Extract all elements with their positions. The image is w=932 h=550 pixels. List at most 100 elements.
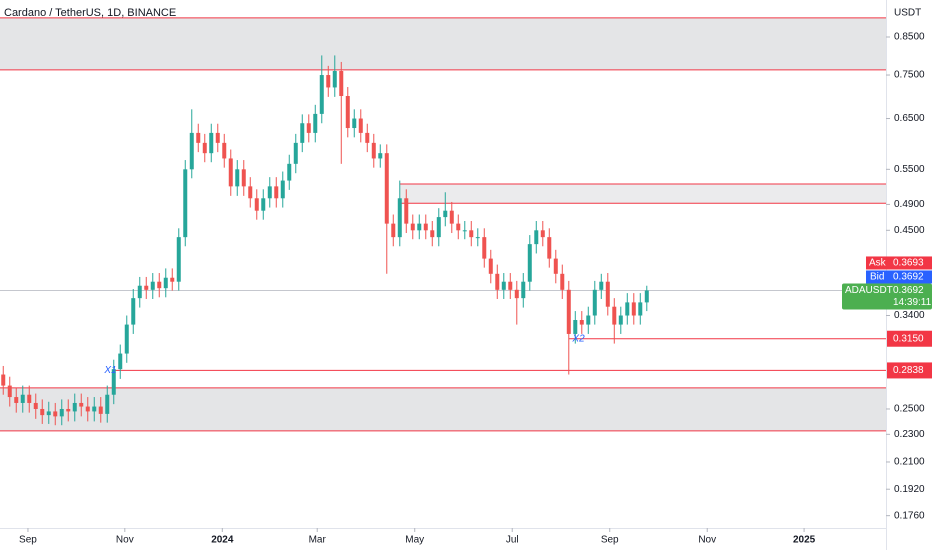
candle-body bbox=[202, 142, 207, 154]
candle-body bbox=[495, 273, 500, 290]
x-tick-label: 2025 bbox=[793, 535, 816, 546]
zone bbox=[0, 17, 886, 70]
candle-body bbox=[384, 153, 389, 224]
candle-body bbox=[144, 285, 149, 290]
annotation: X2 bbox=[571, 333, 585, 344]
candle-body bbox=[547, 237, 552, 259]
candle-body bbox=[644, 290, 649, 303]
candle-body bbox=[241, 169, 246, 187]
candle-body bbox=[560, 273, 565, 290]
bid-label: Bid bbox=[870, 272, 884, 283]
candle-body bbox=[274, 186, 279, 199]
candle-body bbox=[638, 302, 643, 316]
candle-body bbox=[287, 163, 292, 181]
candle-body bbox=[20, 394, 25, 403]
candle-body bbox=[85, 406, 90, 412]
x-tick-label: Sep bbox=[601, 535, 619, 546]
candle-body bbox=[280, 180, 285, 199]
candle-body bbox=[488, 258, 493, 274]
candle-body bbox=[625, 302, 630, 316]
candle-body bbox=[443, 210, 448, 218]
candle-body bbox=[313, 113, 318, 133]
candle-body bbox=[1, 374, 6, 386]
candle-body bbox=[235, 169, 240, 187]
candle-body bbox=[579, 320, 584, 325]
candle-body bbox=[319, 75, 324, 114]
candle-body bbox=[79, 402, 84, 407]
candle-body bbox=[118, 353, 123, 370]
candle-body bbox=[215, 132, 220, 143]
candle-body bbox=[469, 230, 474, 238]
level-tag-label: 0.2838 bbox=[893, 365, 924, 376]
plot-area bbox=[0, 17, 886, 432]
candle-body bbox=[521, 281, 526, 299]
y-tick-label: 0.1760 bbox=[894, 510, 925, 521]
candle-body bbox=[553, 258, 558, 274]
candle-body bbox=[222, 142, 227, 159]
y-tick-label: 0.3400 bbox=[894, 310, 925, 321]
candle-body bbox=[540, 230, 545, 238]
candle-body bbox=[566, 289, 571, 334]
y-tick-label: 0.4900 bbox=[894, 199, 925, 210]
countdown: 14:39:11 bbox=[893, 297, 932, 308]
candle-body bbox=[365, 132, 370, 143]
candle-body bbox=[456, 223, 461, 231]
candle-body bbox=[462, 230, 467, 232]
candle-body bbox=[397, 198, 402, 238]
candle-body bbox=[306, 123, 311, 133]
y-tick-label: 0.2500 bbox=[894, 404, 925, 415]
candle-body bbox=[254, 198, 259, 211]
candle-body bbox=[150, 281, 155, 290]
candle-body bbox=[482, 237, 487, 259]
y-tick-label: 0.2100 bbox=[894, 457, 925, 468]
candle-body bbox=[14, 397, 19, 403]
candle-body bbox=[573, 320, 578, 334]
y-tick-label: 0.5500 bbox=[894, 164, 925, 175]
candle-body bbox=[631, 302, 636, 316]
candle-body bbox=[527, 244, 532, 282]
x-tick-label: Nov bbox=[698, 535, 716, 546]
candle-body bbox=[618, 315, 623, 325]
y-tick-label: 0.6500 bbox=[894, 113, 925, 124]
last-tag bbox=[842, 283, 932, 310]
candle-body bbox=[592, 289, 597, 316]
last-value: 0.3692 bbox=[893, 285, 924, 296]
candle-body bbox=[111, 369, 116, 395]
candle-body bbox=[508, 281, 513, 290]
zone bbox=[0, 387, 886, 431]
ask-tag bbox=[866, 256, 932, 270]
candle-body bbox=[7, 385, 12, 398]
zone bbox=[399, 184, 886, 204]
x-tick-label: Nov bbox=[116, 535, 134, 546]
y-tick-label: 0.1920 bbox=[894, 484, 925, 495]
x-tick-label: Mar bbox=[309, 535, 327, 546]
x-tick-label: Sep bbox=[19, 535, 37, 546]
candle-body bbox=[378, 153, 383, 159]
candle-body bbox=[176, 237, 181, 282]
candle-body bbox=[209, 132, 214, 154]
candle-body bbox=[131, 298, 136, 325]
candle-body bbox=[391, 223, 396, 238]
candle-body bbox=[72, 402, 77, 412]
candle-body bbox=[33, 402, 38, 409]
level-tag bbox=[887, 330, 932, 347]
bid-tag bbox=[866, 270, 932, 284]
candle-body bbox=[228, 158, 233, 187]
candle-body bbox=[46, 411, 51, 416]
candle-body bbox=[449, 210, 454, 224]
candle-body bbox=[410, 223, 415, 231]
bid-value: 0.3692 bbox=[893, 272, 924, 283]
candle-body bbox=[599, 281, 604, 290]
y-tick-label: 0.8500 bbox=[894, 32, 925, 43]
x-tick-label: Jul bbox=[506, 535, 519, 546]
candle-body bbox=[92, 406, 97, 412]
level-tag bbox=[887, 362, 932, 379]
candle-body bbox=[612, 306, 617, 325]
candle-body bbox=[514, 289, 519, 299]
candle-body bbox=[352, 118, 357, 129]
candle-body bbox=[183, 169, 188, 238]
candle-body bbox=[501, 281, 506, 290]
candle-body bbox=[404, 198, 409, 224]
y-tick-label: 0.4500 bbox=[894, 225, 925, 236]
symbol-label: ADAUSDT bbox=[845, 285, 893, 296]
